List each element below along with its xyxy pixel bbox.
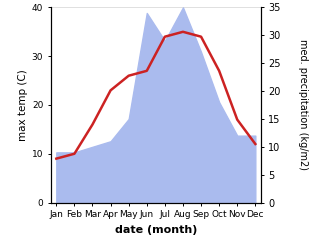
- Y-axis label: max temp (C): max temp (C): [17, 69, 28, 141]
- X-axis label: date (month): date (month): [114, 225, 197, 235]
- Y-axis label: med. precipitation (kg/m2): med. precipitation (kg/m2): [298, 40, 308, 170]
